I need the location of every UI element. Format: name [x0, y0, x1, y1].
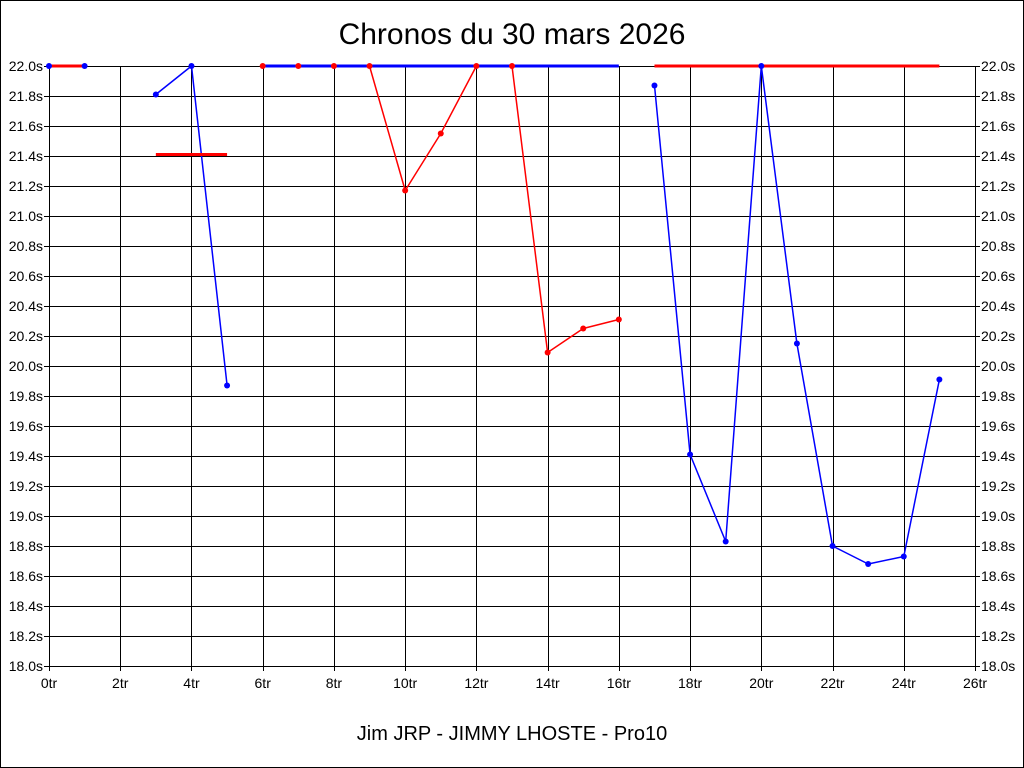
y-tick-label-left: 19.8s [9, 388, 43, 404]
y-tick-label-right: 21.6s [981, 118, 1015, 134]
axis-ticks [44, 66, 980, 671]
y-tick-label-right: 22.0s [981, 58, 1015, 74]
data-point [330, 63, 337, 69]
y-tick-label-right: 21.4s [981, 148, 1015, 164]
x-axis-labels: 0tr 2tr 4tr 6tr 8tr 10tr 12tr 14tr 16tr 18tr 20tr 2… [41, 675, 988, 691]
y-tick-label-left: 21.8s [9, 88, 43, 104]
data-point [224, 382, 231, 389]
y-tick-label-right: 19.2s [981, 478, 1015, 494]
data-point [865, 561, 872, 567]
chart-title: Chronos du 30 mars 2026 [339, 18, 686, 51]
y-tick-label-right: 20.0s [981, 358, 1015, 374]
y-tick-label-right: 20.8s [981, 238, 1015, 254]
y-tick-label-left: 18.8s [9, 538, 43, 554]
data-point [758, 63, 765, 69]
data-point [81, 63, 88, 69]
data-point [722, 538, 729, 545]
y-tick-label-right: 18.2s [981, 628, 1015, 644]
y-tick-label-left: 20.8s [9, 238, 43, 254]
y-axis-labels-right: 22.0s 21.8s 21.6s 21.4s 21.2s 21.0s 20.8s 20.6s… [981, 58, 1015, 674]
x-tick-label: 16tr [607, 675, 631, 691]
data-point [473, 63, 480, 69]
data-point [793, 340, 800, 347]
y-tick-label-left: 21.6s [9, 118, 43, 134]
y-tick-label-right: 18.6s [981, 568, 1015, 584]
y-tick-label-right: 20.4s [981, 298, 1015, 314]
data-point [46, 63, 52, 69]
chart-caption: Jim JRP - JIMMY LHOSTE - Pro10 [357, 723, 667, 745]
x-tick-label: 14tr [536, 675, 560, 691]
data-point [651, 82, 658, 89]
y-tick-label-left: 18.6s [9, 568, 43, 584]
reference-lines [49, 64, 940, 156]
y-tick-label-right: 19.6s [981, 418, 1015, 434]
data-point [580, 325, 587, 332]
y-tick-label-left: 20.4s [9, 298, 43, 314]
x-tick-label: 18tr [678, 675, 702, 691]
x-tick-label: 10tr [393, 675, 417, 691]
y-tick-label-right: 21.0s [981, 208, 1015, 224]
y-tick-label-left: 20.2s [9, 328, 43, 344]
y-tick-label-left: 21.2s [9, 178, 43, 194]
y-tick-label-left: 18.2s [9, 628, 43, 644]
y-tick-label-left: 19.0s [9, 508, 43, 524]
x-tick-label: 22tr [820, 675, 844, 691]
gridlines [49, 66, 976, 667]
y-axis-labels-left: 22.0s 21.8s 21.6s 21.4s 21.2s 21.0s 20.8s 20.6s… [9, 58, 43, 674]
y-tick-label-right: 18.8s [981, 538, 1015, 554]
data-point [188, 63, 195, 69]
data-point [295, 63, 302, 69]
y-tick-label-left: 21.0s [9, 208, 43, 224]
y-tick-label-left: 21.4s [9, 148, 43, 164]
x-tick-label: 20tr [749, 675, 773, 691]
data-point [509, 63, 515, 69]
y-tick-label-left: 20.0s [9, 358, 43, 374]
data-point [544, 349, 551, 356]
x-tick-label: 24tr [892, 675, 916, 691]
data-point [152, 91, 159, 98]
y-tick-label-right: 20.2s [981, 328, 1015, 344]
x-tick-label: 6tr [255, 675, 272, 691]
y-tick-label-right: 19.0s [981, 508, 1015, 524]
y-tick-label-right: 18.0s [981, 658, 1015, 674]
x-tick-label: 4tr [183, 675, 200, 691]
x-tick-label: 0tr [41, 675, 58, 691]
data-point [259, 63, 266, 69]
y-tick-label-right: 18.4s [981, 598, 1015, 614]
x-tick-label: 26tr [963, 675, 987, 691]
y-tick-label-right: 19.8s [981, 388, 1015, 404]
data-point [829, 543, 836, 549]
y-tick-label-left: 22.0s [9, 58, 43, 74]
y-tick-label-left: 19.6s [9, 418, 43, 434]
y-tick-label-left: 19.4s [9, 448, 43, 464]
y-tick-label-right: 20.6s [981, 268, 1015, 284]
y-tick-label-right: 19.4s [981, 448, 1015, 464]
data-point [615, 316, 622, 323]
data-point [936, 376, 943, 383]
x-tick-label: 12tr [464, 675, 488, 691]
data-point [900, 553, 907, 560]
data-point [366, 63, 373, 69]
y-tick-label-right: 21.2s [981, 178, 1015, 194]
data-point [437, 130, 444, 137]
y-tick-label-left: 18.0s [9, 658, 43, 674]
x-tick-label: 8tr [326, 675, 343, 691]
y-tick-label-left: 19.2s [9, 478, 43, 494]
y-tick-label-right: 21.8s [981, 88, 1015, 104]
y-tick-label-left: 18.4s [9, 598, 43, 614]
data-point [402, 187, 409, 194]
x-tick-label: 2tr [112, 675, 129, 691]
y-tick-label-left: 20.6s [9, 268, 43, 284]
data-point [687, 451, 694, 458]
data-points [46, 63, 943, 567]
